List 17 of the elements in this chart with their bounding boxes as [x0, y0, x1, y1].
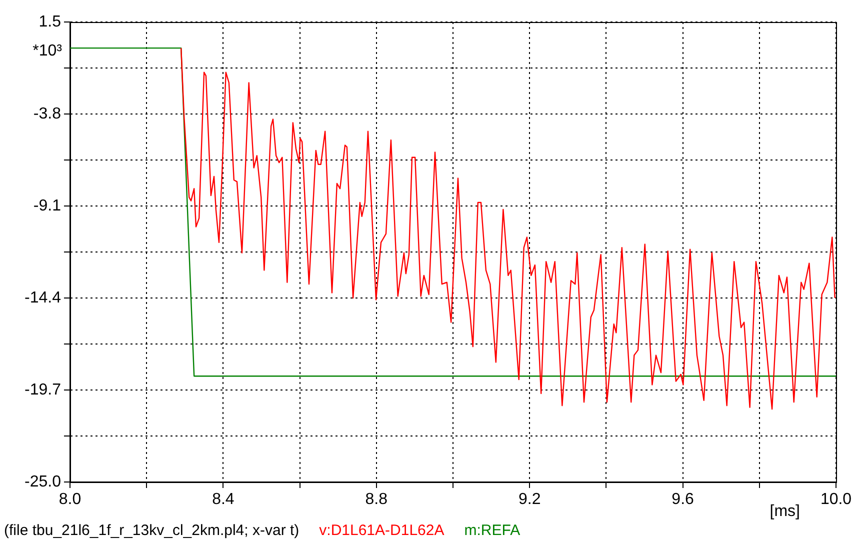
y-tick-label: -3.8: [33, 105, 62, 122]
y-tick-label: -25.0: [24, 473, 62, 490]
x-tick-label: 8.0: [58, 491, 82, 508]
text: (file tbu_21l6_1f_r_13kv_cl_2km.pl4; x-var t): [4, 522, 300, 539]
y-tick-label: -9.1: [33, 197, 62, 214]
text: m:REFA: [464, 522, 520, 539]
x-tick-label: 8.8: [365, 491, 388, 508]
x-tick-label: 10.0: [820, 491, 852, 508]
x-tick-label: 8.4: [212, 491, 234, 508]
y-tick-label: -19.7: [24, 381, 62, 398]
y-tick-label: 1.5: [38, 13, 62, 30]
x-axis-title: [ms]: [770, 503, 800, 520]
y-axis-title: *10³: [32, 42, 63, 60]
y-tick-label: -14.4: [24, 289, 62, 306]
x-tick-label: 9.2: [518, 491, 541, 508]
text: v:D1L61A-D1L62A: [319, 522, 444, 539]
x-tick-label: 9.6: [672, 491, 694, 508]
